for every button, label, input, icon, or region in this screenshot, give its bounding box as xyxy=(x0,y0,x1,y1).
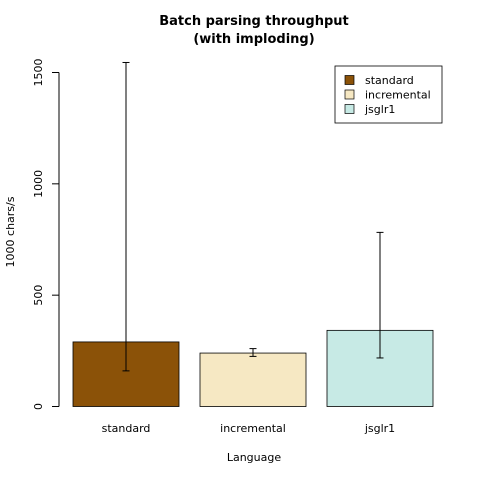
legend-swatch-jsglr1 xyxy=(344,104,355,114)
y-axis: 0 500 1000 1500 xyxy=(32,59,60,410)
y-tick-label: 1000 xyxy=(32,170,45,198)
bar-jsglr1 xyxy=(326,329,434,407)
legend-swatch-standard xyxy=(344,75,355,85)
legend-label-jsglr1: jsglr1 xyxy=(364,103,395,116)
y-tick-label: 1500 xyxy=(32,59,45,87)
chart-title-line-1: Batch parsing throughput xyxy=(159,14,349,29)
chart-title-line-2: (with imploding) xyxy=(193,32,314,47)
x-axis-label: Language xyxy=(227,451,282,464)
y-tick-label: 0 xyxy=(32,403,45,410)
y-tick-label: 500 xyxy=(32,285,45,306)
legend-swatch-incremental xyxy=(344,89,355,100)
error-bars xyxy=(122,61,384,372)
bars xyxy=(72,329,434,407)
x-tick-label-standard: standard xyxy=(102,422,151,435)
error-bar-jsglr1 xyxy=(376,231,384,359)
y-axis-label: 1000 chars/s xyxy=(4,196,17,267)
legend-label-incremental: incremental xyxy=(365,89,431,102)
bar-incremental xyxy=(199,352,307,407)
error-bar-standard xyxy=(122,61,130,372)
x-tick-labels: standard incremental jsglr1 xyxy=(102,422,396,435)
legend-label-standard: standard xyxy=(365,74,414,87)
x-tick-label-jsglr1: jsglr1 xyxy=(364,422,395,435)
x-tick-label-incremental: incremental xyxy=(220,422,286,435)
chart-title: Batch parsing throughput (with imploding… xyxy=(159,14,349,47)
error-bar-incremental xyxy=(249,348,257,357)
